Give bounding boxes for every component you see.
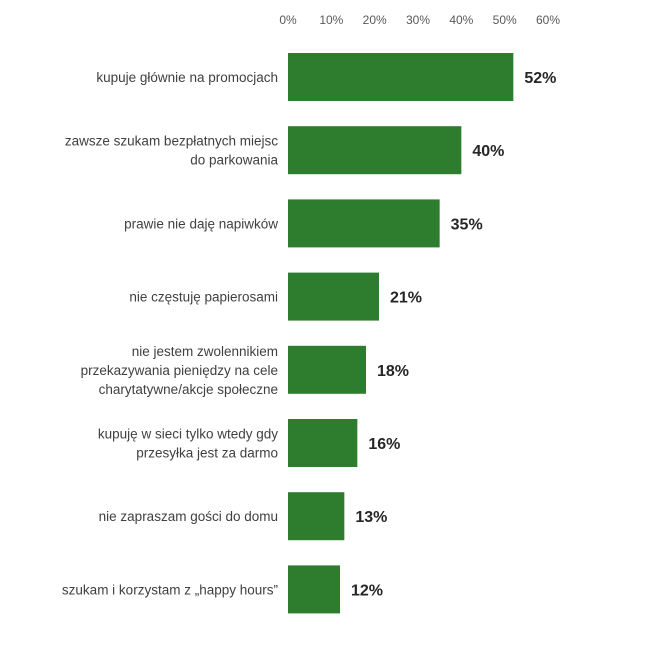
data-label: 13% xyxy=(355,509,387,526)
category-label-line: do parkowania xyxy=(190,153,278,168)
category-label-line: charytatywne/akcje społeczne xyxy=(99,382,278,397)
data-label: 40% xyxy=(472,143,504,160)
category-label: nie zapraszam gości do domu xyxy=(99,509,278,524)
bar xyxy=(288,199,440,248)
data-label: 21% xyxy=(390,290,422,307)
category-label-line: nie jestem zwolennikiem xyxy=(132,344,278,359)
category-label-line: szukam i korzystam z „happy hours” xyxy=(62,582,278,597)
x-tick-label: 20% xyxy=(363,13,387,27)
bar xyxy=(288,419,358,467)
bar xyxy=(288,565,340,614)
x-tick-label: 40% xyxy=(449,13,473,27)
bar xyxy=(288,126,462,175)
category-label: nie częstuję papierosami xyxy=(129,290,278,305)
bar xyxy=(288,53,514,101)
data-label: 16% xyxy=(368,436,400,453)
category-label-line: nie częstuję papierosami xyxy=(129,290,278,305)
category-label-line: nie zapraszam gości do domu xyxy=(99,509,278,524)
category-label: zawsze szukam bezpłatnych miejsc do parko… xyxy=(65,134,279,168)
category-label: kupuję w sieci tylko wtedy gdy przesyłka … xyxy=(98,427,278,461)
x-tick-label: 0% xyxy=(279,13,297,27)
bar xyxy=(288,492,345,541)
data-label: 18% xyxy=(377,363,409,380)
category-label-line: kupuję w sieci tylko wtedy gdy xyxy=(98,427,278,442)
x-tick-label: 30% xyxy=(406,13,430,27)
category-label-line: zawsze szukam bezpłatnych miejsc xyxy=(65,134,278,149)
category-label-line: przesyłka jest za darmo xyxy=(136,446,278,461)
category-label: nie jestem zwolennikiem przekazywania pie… xyxy=(81,344,278,397)
bar xyxy=(288,272,379,321)
data-label: 52% xyxy=(524,70,556,87)
category-label-line: prawie nie daję napiwków xyxy=(124,216,278,231)
x-tick-label: 60% xyxy=(536,13,560,27)
data-label: 12% xyxy=(351,582,383,599)
category-label-line: przekazywania pieniędzy na cele xyxy=(81,363,278,378)
category-label-line: kupuje głównie na promocjach xyxy=(96,70,278,85)
category-label: kupuje głównie na promocjach xyxy=(96,70,278,85)
category-label: prawie nie daję napiwków xyxy=(124,216,278,231)
x-tick-label: 10% xyxy=(319,13,343,27)
bar xyxy=(288,345,366,394)
category-label: szukam i korzystam z „happy hours” xyxy=(62,582,278,597)
x-tick-label: 50% xyxy=(493,13,517,27)
data-label: 35% xyxy=(451,216,483,233)
